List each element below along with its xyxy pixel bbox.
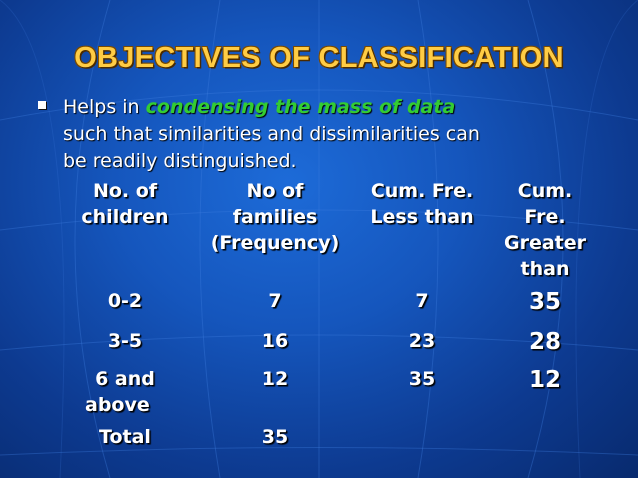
bullet-prefix: Helps in xyxy=(63,96,146,118)
row-1-cum-greater: 35 xyxy=(528,289,561,315)
header-children-line: No. of xyxy=(92,180,158,202)
total-label: Total xyxy=(99,426,151,448)
header-frequency-line: No of xyxy=(246,180,304,202)
row-3-cum-less: 35 xyxy=(408,368,436,390)
header-cum-greater-line: than xyxy=(520,258,570,280)
bullet-line-2: such that similarities and dissimilariti… xyxy=(63,123,480,145)
header-cum-greater-line: Cum. xyxy=(517,180,573,202)
header-cum-less-line: Cum. Fre. xyxy=(370,180,474,202)
row-3-children-line: 6 and xyxy=(95,368,155,390)
bullet-line-3: be readily distinguished. xyxy=(63,150,297,172)
row-1-children: 0-2 xyxy=(107,290,143,312)
row-2-children: 3-5 xyxy=(107,330,143,352)
row-2-cum-greater: 28 xyxy=(528,329,561,355)
header-cum-less: Cum. Fre. Less than xyxy=(357,178,487,230)
row-3-cum-greater: 12 xyxy=(528,367,561,393)
header-children: No. of children xyxy=(60,178,190,230)
bullet-text: Helps in condensing the mass of data suc… xyxy=(63,94,623,175)
slide-title: OBJECTIVES OF CLASSIFICATION xyxy=(74,42,564,74)
row-3-children-line: above xyxy=(85,394,150,416)
total-frequency: 35 xyxy=(261,426,289,448)
square-bullet-icon xyxy=(38,101,46,109)
header-frequency: No of families (Frequency) xyxy=(195,178,355,256)
row-2-frequency: 16 xyxy=(261,330,289,352)
header-frequency-line: families xyxy=(232,206,318,228)
header-cum-less-line: Less than xyxy=(370,206,474,228)
row-3-children: 6 and above xyxy=(60,366,190,418)
row-3-frequency: 12 xyxy=(261,368,289,390)
header-children-line: children xyxy=(81,206,169,228)
header-frequency-line: (Frequency) xyxy=(210,232,340,254)
header-cum-greater-line: Fre. xyxy=(524,206,566,228)
header-cum-greater-line: Greater xyxy=(503,232,586,254)
row-2-cum-less: 23 xyxy=(408,330,436,352)
row-1-frequency: 7 xyxy=(268,290,282,312)
bullet-line-1: Helps in condensing the mass of data xyxy=(63,94,623,121)
header-cum-greater: Cum. Fre. Greater than xyxy=(492,178,598,282)
bullet-emphasis: condensing the mass of data xyxy=(145,96,456,118)
row-1-cum-less: 7 xyxy=(415,290,429,312)
